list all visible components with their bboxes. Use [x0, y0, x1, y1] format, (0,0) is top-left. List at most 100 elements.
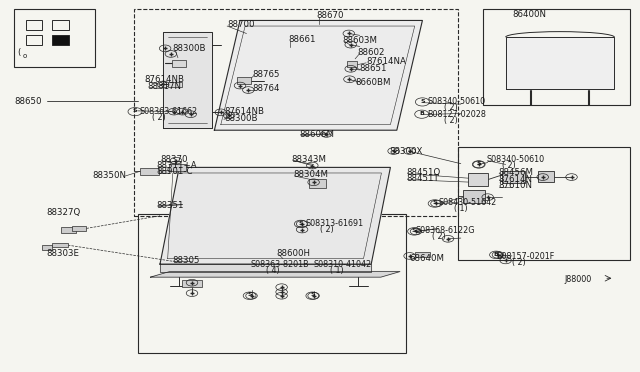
Text: 68640M: 68640M — [410, 254, 445, 263]
Text: ( 2): ( 2) — [512, 258, 525, 267]
Text: 88350N: 88350N — [92, 171, 126, 180]
Bar — [172, 60, 186, 67]
Text: 87610N: 87610N — [499, 182, 532, 190]
Text: S: S — [132, 108, 138, 113]
Text: S: S — [476, 161, 481, 166]
Polygon shape — [150, 272, 400, 277]
Text: 88303E: 88303E — [46, 249, 79, 258]
Text: J88000: J88000 — [564, 275, 592, 283]
Text: 88600H: 88600H — [276, 249, 310, 258]
Text: ( 1): ( 1) — [454, 204, 468, 213]
Text: 88764: 88764 — [252, 84, 280, 93]
Text: ( 2): ( 2) — [444, 116, 457, 125]
Bar — [182, 280, 202, 287]
Text: ( 2): ( 2) — [152, 113, 165, 122]
Text: 88700: 88700 — [227, 20, 255, 29]
Text: 8660BM: 8660BM — [356, 78, 391, 87]
Text: 87614NA: 87614NA — [367, 57, 406, 66]
Bar — [415, 252, 430, 257]
Bar — [483, 9, 630, 105]
Text: 87614N: 87614N — [499, 175, 532, 184]
Text: ( 2): ( 2) — [320, 225, 333, 234]
Text: 88327Q: 88327Q — [46, 208, 81, 217]
Bar — [14, 9, 95, 67]
Text: S: S — [412, 228, 417, 233]
Text: 88451T: 88451T — [406, 174, 439, 183]
Text: B: B — [493, 251, 499, 257]
Text: 88343M: 88343M — [291, 155, 326, 164]
Polygon shape — [160, 264, 371, 272]
Text: S08340-50610: S08340-50610 — [486, 155, 545, 164]
Text: 87614NB: 87614NB — [144, 76, 184, 84]
Bar — [138, 214, 406, 353]
Polygon shape — [214, 20, 422, 130]
Bar — [61, 227, 76, 232]
Text: 88300X: 88300X — [390, 147, 423, 155]
Bar — [168, 82, 182, 87]
Text: S: S — [247, 292, 252, 298]
Text: 88305: 88305 — [173, 256, 200, 265]
Text: 88300B: 88300B — [173, 44, 206, 53]
Text: 88650: 88650 — [14, 97, 42, 106]
Text: 88351: 88351 — [157, 201, 184, 210]
Text: 86400N: 86400N — [512, 10, 546, 19]
Text: 88901-C: 88901-C — [157, 167, 193, 176]
Text: ( 2): ( 2) — [502, 161, 516, 170]
Bar — [502, 171, 525, 183]
Bar — [52, 35, 69, 45]
Text: o: o — [22, 53, 26, 59]
Text: ( 1): ( 1) — [330, 266, 343, 275]
Text: B08157-0201F: B08157-0201F — [496, 252, 554, 261]
Text: 88602: 88602 — [357, 48, 385, 57]
Text: 88311+A: 88311+A — [157, 161, 197, 170]
Bar — [140, 168, 159, 175]
Bar — [52, 20, 69, 30]
Text: 88606M: 88606M — [300, 130, 335, 139]
Text: 88670: 88670 — [317, 11, 344, 20]
Bar — [458, 147, 630, 260]
Bar — [468, 173, 488, 186]
Text: B08127-02028: B08127-02028 — [428, 110, 486, 119]
Bar — [169, 164, 186, 171]
Text: ( 2): ( 2) — [432, 232, 445, 241]
Text: S08313-61691: S08313-61691 — [306, 219, 364, 228]
Text: B: B — [419, 111, 424, 116]
Bar — [237, 77, 251, 84]
Bar — [309, 179, 326, 188]
Text: 88603M: 88603M — [342, 36, 378, 45]
Text: 88456M: 88456M — [498, 169, 533, 177]
Bar — [52, 243, 68, 247]
Bar — [538, 171, 554, 182]
Bar — [159, 170, 169, 173]
Bar — [72, 226, 86, 231]
Bar — [347, 61, 357, 67]
Text: S08340-50610: S08340-50610 — [428, 97, 486, 106]
Text: S: S — [420, 99, 425, 104]
Text: 88370: 88370 — [160, 155, 188, 164]
Text: S: S — [310, 292, 315, 298]
Bar — [26, 20, 42, 30]
Text: S: S — [298, 221, 303, 226]
Text: S08430-51642: S08430-51642 — [438, 198, 497, 207]
Text: S08363-8201B: S08363-8201B — [251, 260, 310, 269]
Bar — [463, 190, 485, 203]
Bar — [26, 35, 42, 45]
Bar — [134, 9, 458, 216]
Text: 88765: 88765 — [252, 70, 280, 79]
Text: S: S — [432, 200, 437, 205]
Text: (: ( — [17, 48, 21, 57]
Polygon shape — [160, 167, 390, 264]
Text: S08363-61662: S08363-61662 — [140, 107, 198, 116]
Text: 88304M: 88304M — [293, 170, 328, 179]
Bar — [42, 245, 52, 250]
Polygon shape — [506, 37, 614, 89]
Text: ( 4): ( 4) — [266, 266, 279, 275]
Text: 87614NB: 87614NB — [224, 107, 264, 116]
Text: S08368-6122G: S08368-6122G — [416, 226, 476, 235]
Text: ( 2): ( 2) — [444, 103, 457, 112]
Polygon shape — [163, 32, 212, 128]
Text: 88661: 88661 — [288, 35, 316, 44]
Text: 88300B: 88300B — [224, 114, 257, 123]
Text: S08310-41042: S08310-41042 — [314, 260, 372, 269]
Text: 88817N: 88817N — [148, 82, 182, 91]
